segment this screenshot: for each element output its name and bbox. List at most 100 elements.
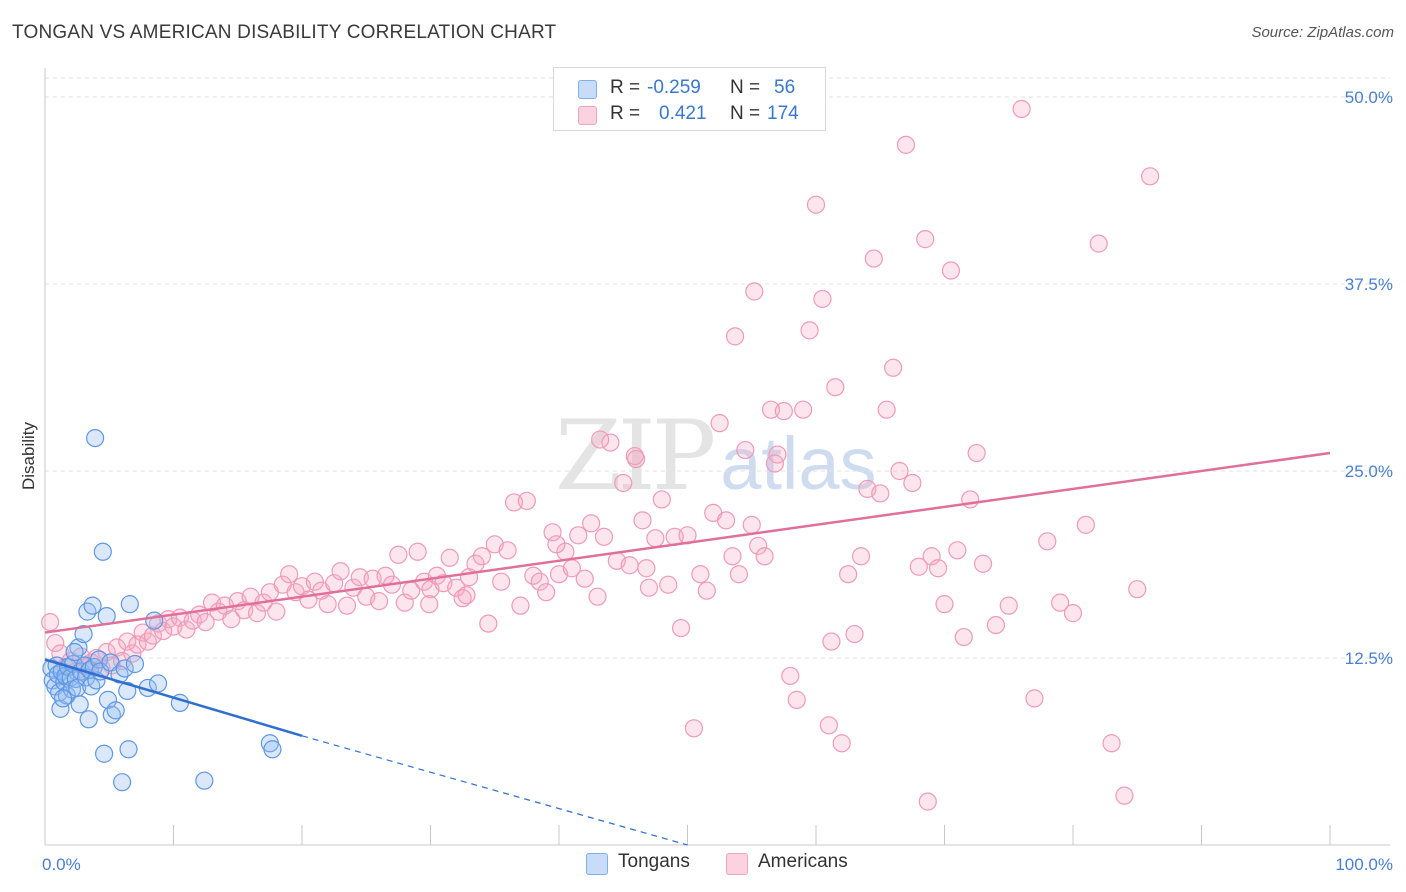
point-tongans bbox=[74, 624, 93, 644]
point-americans bbox=[916, 230, 935, 249]
y-axis-label: Disability bbox=[19, 421, 38, 490]
legend-r-value: 0.421 bbox=[659, 103, 707, 124]
point-americans bbox=[729, 565, 749, 584]
point-tongans bbox=[110, 665, 129, 684]
point-americans bbox=[787, 690, 806, 709]
point-tongans bbox=[65, 642, 84, 662]
point-americans bbox=[637, 559, 656, 578]
trend-line-tongans-extension bbox=[301, 735, 688, 846]
point-americans bbox=[813, 289, 832, 309]
point-americans bbox=[123, 644, 142, 663]
point-americans bbox=[986, 615, 1006, 635]
point-americans bbox=[447, 578, 466, 597]
point-americans bbox=[582, 514, 601, 533]
point-americans bbox=[591, 430, 610, 449]
watermark-atlas: atlas bbox=[720, 422, 877, 505]
point-americans bbox=[154, 621, 173, 641]
point-americans bbox=[765, 454, 784, 473]
point-americans bbox=[492, 572, 511, 591]
point-americans bbox=[318, 595, 337, 614]
point-americans bbox=[128, 635, 147, 654]
point-americans bbox=[547, 535, 566, 554]
point-tongans bbox=[119, 740, 138, 759]
point-americans bbox=[909, 557, 928, 576]
point-americans bbox=[408, 542, 427, 561]
point-tongans bbox=[120, 595, 139, 614]
point-americans bbox=[1012, 99, 1031, 119]
correlation-legend: R = -0.259 N = 56 R = 0.421 N = 174 bbox=[553, 67, 826, 131]
point-tongans bbox=[86, 428, 105, 448]
point-americans bbox=[954, 627, 973, 647]
point-tongans bbox=[118, 681, 137, 701]
point-americans bbox=[633, 511, 652, 530]
point-americans bbox=[247, 604, 267, 623]
point-americans bbox=[646, 529, 665, 548]
point-americans bbox=[716, 511, 736, 530]
point-americans bbox=[1063, 604, 1083, 623]
point-americans bbox=[918, 792, 937, 811]
point-americans bbox=[530, 572, 549, 591]
point-tongans bbox=[145, 611, 164, 630]
point-americans bbox=[389, 545, 408, 564]
point-americans bbox=[883, 358, 903, 377]
point-americans bbox=[839, 565, 858, 584]
point-americans bbox=[267, 602, 286, 621]
point-americans bbox=[973, 554, 993, 573]
trend-line-americans bbox=[44, 451, 1331, 634]
point-americans bbox=[543, 523, 562, 542]
point-tongans bbox=[115, 659, 134, 678]
point-americans bbox=[537, 583, 556, 602]
point-americans bbox=[781, 666, 800, 686]
watermark: ZIP atlas bbox=[555, 400, 877, 512]
point-tongans bbox=[93, 542, 112, 561]
point-americans bbox=[948, 541, 967, 560]
point-americans bbox=[97, 642, 116, 662]
point-americans bbox=[138, 632, 157, 651]
point-americans bbox=[143, 626, 163, 645]
point-americans bbox=[280, 565, 299, 584]
point-tongans bbox=[106, 701, 125, 720]
point-americans bbox=[851, 547, 871, 566]
point-americans bbox=[575, 569, 594, 588]
point-americans bbox=[222, 610, 241, 629]
point-americans bbox=[745, 282, 764, 301]
point-americans bbox=[941, 261, 961, 280]
point-tongans bbox=[79, 710, 98, 729]
point-americans bbox=[601, 433, 620, 452]
point-americans bbox=[1038, 532, 1057, 551]
point-americans bbox=[1051, 593, 1070, 612]
bottom-legend-swatch-tongans bbox=[586, 853, 608, 875]
point-americans bbox=[671, 618, 691, 638]
point-tongans bbox=[53, 689, 73, 708]
legend-row-americans: R = 0.421 N = 174 bbox=[554, 103, 825, 129]
point-americans bbox=[1140, 167, 1160, 186]
point-americans bbox=[684, 719, 704, 738]
grid-lines bbox=[45, 77, 1390, 659]
point-americans bbox=[890, 461, 909, 481]
point-americans bbox=[1102, 734, 1121, 753]
point-americans bbox=[749, 536, 768, 555]
point-americans bbox=[806, 195, 826, 214]
point-americans bbox=[517, 491, 536, 511]
point-tongans bbox=[82, 677, 101, 696]
legend-n-value: 174 bbox=[767, 103, 799, 124]
axes bbox=[44, 68, 1390, 846]
point-americans bbox=[691, 565, 710, 584]
point-americans bbox=[999, 596, 1018, 615]
bottom-legend-label-tongans: Tongans bbox=[618, 851, 690, 872]
x-tick-label-min: 0.0% bbox=[42, 855, 81, 874]
point-americans bbox=[457, 586, 476, 605]
point-tongans bbox=[95, 744, 114, 763]
point-americans bbox=[896, 135, 916, 154]
point-americans bbox=[736, 440, 755, 460]
trend-line-tongans bbox=[44, 658, 303, 737]
point-americans bbox=[1128, 580, 1147, 599]
legend-swatch-tongans bbox=[578, 80, 597, 99]
tick-labels: 12.5% 25.0% 37.5% 50.0% 0.0% 100.0% Disability bbox=[19, 88, 1393, 874]
point-americans bbox=[594, 527, 614, 546]
legend-n-label: N = bbox=[730, 77, 761, 98]
point-americans bbox=[742, 515, 761, 534]
point-tongans bbox=[263, 740, 282, 759]
point-americans bbox=[755, 547, 774, 566]
legend-n-value: 56 bbox=[774, 77, 796, 98]
